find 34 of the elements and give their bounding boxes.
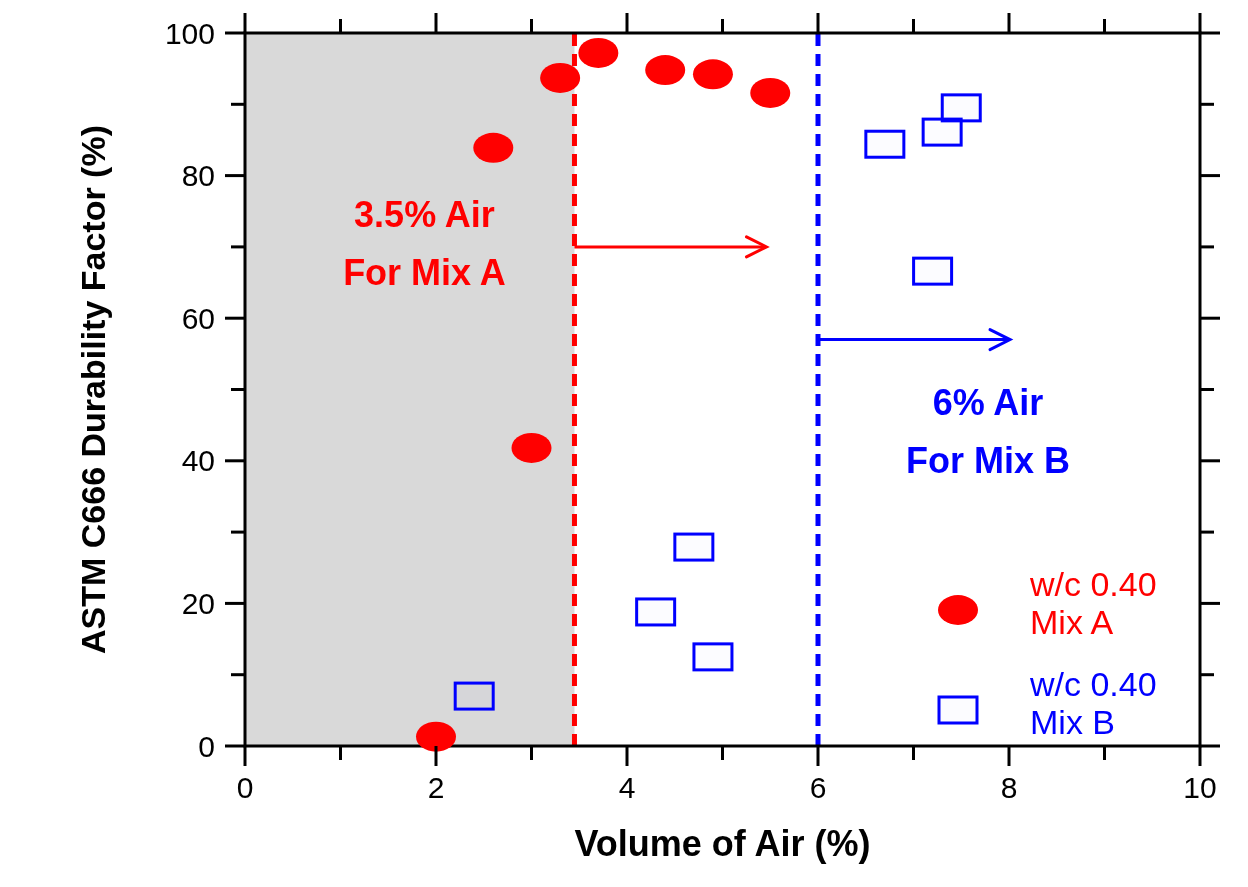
x-tick-label: 4 [618,771,636,804]
point [511,432,552,463]
y-tick-label: 100 [164,16,215,50]
y-axis-title: ASTM C666 Durability Factor (%) [74,125,112,654]
point [864,129,906,159]
x-tick-label: 6 [809,771,827,804]
y-tick-label: 40 [181,444,215,478]
point [912,256,954,286]
point [692,59,733,90]
point [750,77,791,108]
x-axis-title: Volume of Air (%) [574,823,871,864]
legend-label: w/c 0.40 Mix B [1029,665,1157,741]
x-tick-label: 10 [1183,771,1217,804]
x-tick-label: 2 [427,771,445,804]
point [940,93,982,123]
annotation: 3.5% Air For Mix A [343,193,506,293]
y-tick-label: 20 [181,586,215,620]
point [540,62,581,93]
point [692,642,734,672]
point [473,132,514,163]
y-tick-label: 0 [198,729,215,763]
y-tick-label: 60 [181,301,215,335]
legend-label: w/c 0.40 Mix A [1029,565,1157,641]
point [635,597,677,627]
point [645,55,686,86]
x-tick-label: 8 [1000,771,1018,804]
point [416,721,456,752]
x-tick-label: 0 [236,771,254,804]
point [453,681,495,711]
annotation: 6% Air For Mix B [905,381,1071,481]
point [578,37,619,68]
point [673,532,715,562]
y-tick-label: 80 [181,159,215,193]
point [921,117,963,147]
